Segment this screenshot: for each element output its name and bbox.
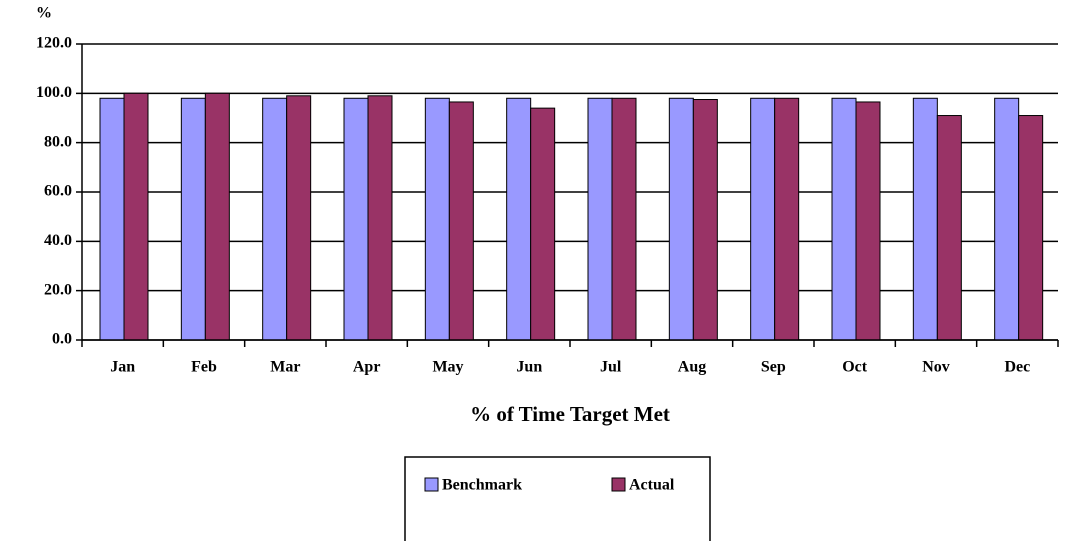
- y-tick-label: 0.0: [52, 331, 72, 348]
- y-axis-label: %: [36, 5, 52, 22]
- y-tick-label: 60.0: [44, 183, 72, 200]
- legend-label: Actual: [629, 477, 675, 494]
- bar: [530, 107, 556, 341]
- x-tick-label: Jul: [600, 359, 622, 376]
- x-tick-label: Jun: [516, 359, 542, 376]
- legend-box: [404, 456, 711, 541]
- y-tick-label: 40.0: [44, 232, 72, 249]
- x-tick-label: May: [432, 359, 463, 376]
- legend-label: Benchmark: [442, 477, 522, 494]
- bar: [668, 97, 694, 341]
- bar: [855, 101, 881, 341]
- legend-swatch: [424, 477, 439, 492]
- bar: [286, 95, 312, 341]
- legend-swatch: [611, 477, 626, 492]
- x-tick-label: Sep: [761, 359, 786, 376]
- x-tick-label: Aug: [678, 359, 706, 376]
- bar: [123, 92, 149, 341]
- x-tick-label: Apr: [353, 359, 381, 376]
- bar: [204, 92, 230, 341]
- bar: [692, 99, 718, 341]
- bar: [774, 97, 800, 341]
- chart-title: % of Time Target Met: [470, 402, 670, 426]
- bar: [180, 97, 206, 341]
- y-tick-label: 100.0: [36, 84, 72, 101]
- bar: [994, 97, 1020, 341]
- x-tick-label: Feb: [191, 359, 217, 376]
- bar: [448, 101, 474, 341]
- y-tick-label: 80.0: [44, 133, 72, 150]
- x-tick-label: Nov: [922, 359, 950, 376]
- bar: [99, 97, 125, 341]
- x-tick-label: Mar: [270, 359, 300, 376]
- bar: [936, 115, 962, 341]
- bar: [831, 97, 857, 341]
- bar: [587, 97, 613, 341]
- y-tick-label: 120.0: [36, 35, 72, 52]
- bar: [1018, 115, 1044, 341]
- y-tick-label: 20.0: [44, 281, 72, 298]
- bar: [424, 97, 450, 341]
- bar: [367, 95, 393, 341]
- bar: [750, 97, 776, 341]
- x-tick-label: Dec: [1004, 359, 1030, 376]
- bar: [506, 97, 532, 341]
- bar: [262, 97, 288, 341]
- x-tick-label: Oct: [842, 359, 868, 376]
- x-tick-label: Jan: [110, 359, 135, 376]
- bar: [611, 97, 637, 341]
- bar: [912, 97, 938, 341]
- bar: [343, 97, 369, 341]
